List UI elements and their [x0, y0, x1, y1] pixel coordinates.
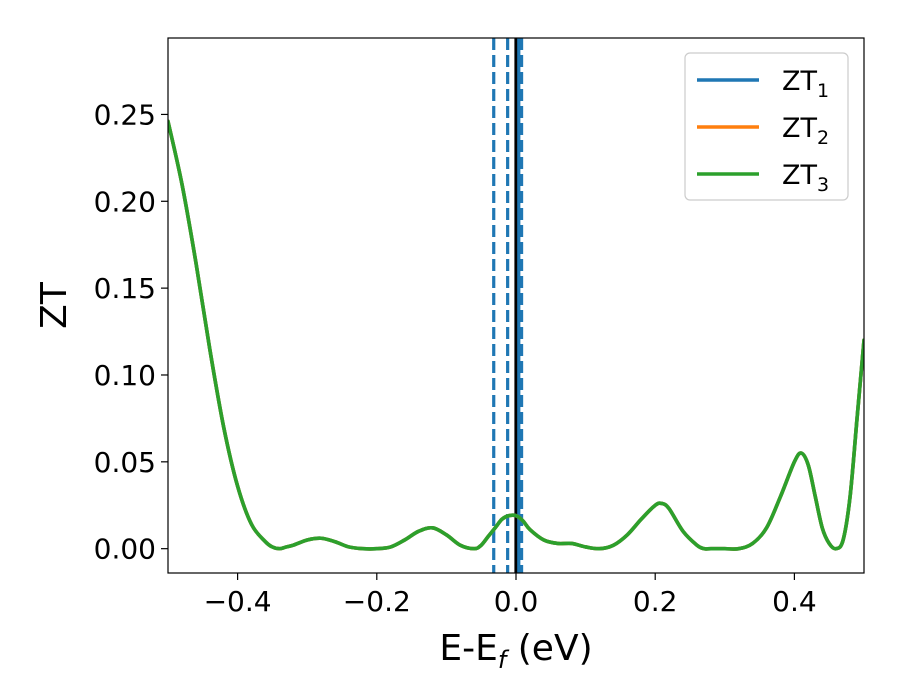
x-tick-label: −0.4	[204, 585, 272, 618]
legend-entry-2: ZT2	[782, 113, 829, 149]
x-axis-ticks: −0.4 −0.2 0.0 0.2 0.4	[204, 573, 817, 618]
x-axis-label-main: E-E	[439, 628, 497, 669]
y-tick-label: 0.05	[94, 446, 156, 479]
legend-entry-1: ZT1	[782, 66, 829, 102]
series-lines	[168, 119, 864, 551]
x-tick-label: −0.2	[343, 585, 411, 618]
x-tick-label: 0.0	[494, 585, 539, 618]
y-axis-label: ZT	[34, 281, 75, 329]
y-tick-label: 0.20	[94, 185, 156, 218]
legend-entry-3: ZT3	[782, 160, 829, 196]
reference-lines	[492, 38, 524, 573]
legend: ZT1 ZT2 ZT3	[684, 52, 849, 201]
legend-box	[684, 52, 849, 201]
y-tick-label: 0.25	[94, 98, 156, 131]
y-axis-ticks: 0.00 0.05 0.10 0.15 0.20 0.25	[94, 98, 168, 566]
series-line-3	[168, 119, 864, 551]
x-tick-label: 0.2	[633, 585, 678, 618]
y-tick-label: 0.10	[94, 359, 156, 392]
x-axis-label: E-Ef (eV)	[439, 628, 592, 674]
x-tick-label: 0.4	[772, 585, 817, 618]
x-axis-label-unit: (eV)	[506, 628, 592, 669]
y-tick-label: 0.00	[94, 533, 156, 566]
y-tick-label: 0.15	[94, 272, 156, 305]
